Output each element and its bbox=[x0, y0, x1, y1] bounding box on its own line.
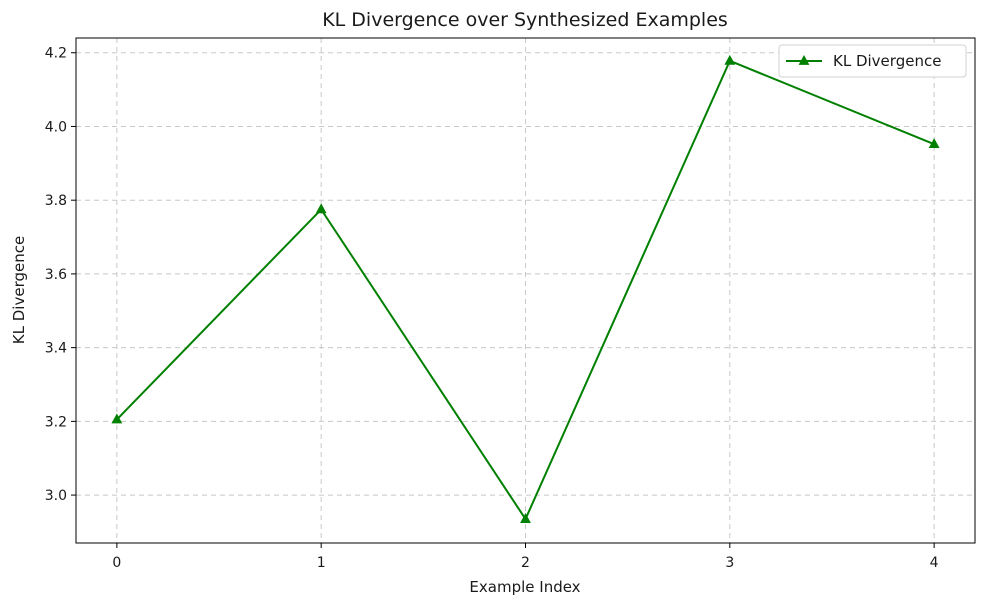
y-axis-label: KL Divergence bbox=[10, 236, 28, 344]
grid bbox=[76, 38, 975, 543]
y-tick-label: 3.0 bbox=[45, 488, 67, 504]
y-tick-label: 4.0 bbox=[45, 119, 67, 135]
data-point bbox=[520, 513, 531, 523]
x-tick-label: 2 bbox=[521, 555, 530, 571]
chart-title: KL Divergence over Synthesized Examples bbox=[322, 9, 728, 31]
legend-box bbox=[778, 44, 967, 78]
x-tick-label: 0 bbox=[112, 555, 121, 571]
x-axis-label: Example Index bbox=[469, 578, 580, 596]
y-tick-label: 3.6 bbox=[45, 267, 67, 283]
legend: KL Divergence bbox=[778, 44, 967, 78]
data-point bbox=[928, 138, 940, 149]
y-tick-label: 3.4 bbox=[45, 341, 67, 357]
y-tick-label: 3.2 bbox=[45, 414, 67, 430]
y-tick-label: 4.2 bbox=[45, 46, 67, 62]
legend-entry: KL Divergence bbox=[833, 52, 941, 70]
data-point bbox=[111, 413, 123, 424]
data-point bbox=[315, 203, 327, 214]
axis-ticks: 0 1 2 3 4 3.0 3.2 3.4 3.6 3.8 4.0 4.2 bbox=[45, 46, 939, 571]
x-tick-label: 4 bbox=[930, 555, 939, 571]
data-point bbox=[724, 54, 736, 65]
x-tick-label: 1 bbox=[317, 555, 326, 571]
x-tick-label: 3 bbox=[725, 555, 734, 571]
legend-marker bbox=[798, 55, 810, 65]
series-layer bbox=[111, 54, 940, 523]
plot-area bbox=[75, 37, 976, 544]
y-tick-label: 3.8 bbox=[45, 193, 67, 209]
